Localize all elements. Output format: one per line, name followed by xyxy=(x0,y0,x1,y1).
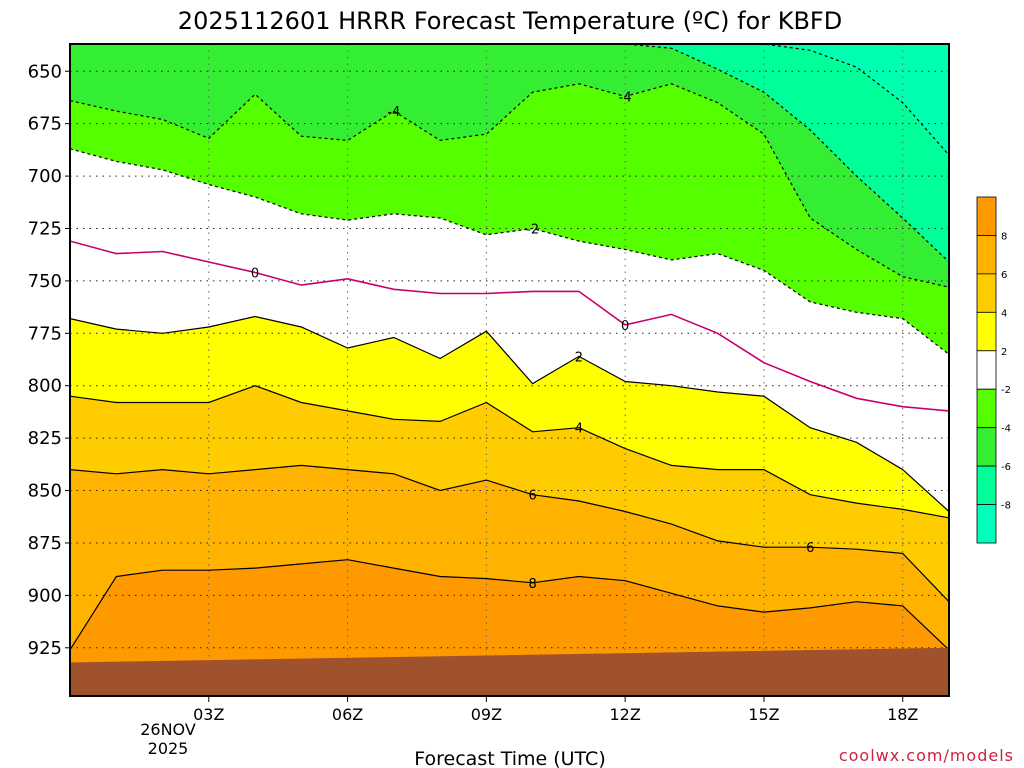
x-axis: 03Z 06Z 09Z 12Z 15Z 18Z xyxy=(193,696,918,724)
y-tick-label: 675 xyxy=(28,114,62,135)
band-below-minus8 xyxy=(70,44,949,156)
x-tick-label: 12Z xyxy=(609,705,640,724)
grid-lines xyxy=(70,44,949,696)
isotherm-label: 6 xyxy=(806,541,814,556)
legend-swatch xyxy=(976,465,997,505)
legend-swatch xyxy=(976,427,997,467)
isotherm-4 xyxy=(70,385,949,519)
y-tick-label: 900 xyxy=(28,585,62,606)
y-tick-label: 875 xyxy=(28,533,62,554)
y-tick-label: 775 xyxy=(28,323,62,344)
isotherm-minus2 xyxy=(70,148,949,355)
legend-swatch xyxy=(976,311,997,352)
legend-level-label: -4 xyxy=(1001,424,1011,435)
y-tick-label: 750 xyxy=(28,271,62,292)
isotherm-label: 4 xyxy=(575,422,583,437)
isotherm-minus4 xyxy=(70,83,949,288)
color-legend: 8 6 4 2 -2 -4 -6 -8 xyxy=(976,196,1011,544)
date-label-day: 26NOV xyxy=(140,720,196,739)
isotherm-label: 8 xyxy=(528,577,536,592)
legend-level-label: -6 xyxy=(1001,462,1011,473)
chart-title: 2025112601 HRRR Forecast Temperature (ºC… xyxy=(178,7,842,35)
x-tick-label: 09Z xyxy=(471,705,502,724)
legend-swatch xyxy=(976,504,997,544)
legend-level-label: 6 xyxy=(1001,270,1007,281)
legend-swatch xyxy=(976,235,997,275)
y-tick-label: 825 xyxy=(28,428,62,449)
ground-layer xyxy=(70,647,949,696)
legend-level-label: 4 xyxy=(1001,308,1007,319)
isotherm-8 xyxy=(70,559,949,651)
x-tick-label: 15Z xyxy=(748,705,779,724)
legend-swatch xyxy=(976,196,997,236)
y-tick-label: 925 xyxy=(28,638,62,659)
y-tick-label: 700 xyxy=(28,166,62,187)
isotherm-label: 0 xyxy=(621,319,629,334)
legend-swatch xyxy=(976,273,997,313)
x-tick-label: 03Z xyxy=(193,705,224,724)
isotherm-label: -2 xyxy=(526,222,539,237)
isotherm-labels: -4 -4 -2 0 0 2 4 6 6 8 xyxy=(251,90,814,592)
legend-swatch xyxy=(976,388,997,429)
plot-frame xyxy=(69,43,950,697)
y-tick-label: 650 xyxy=(28,61,62,82)
legend-level-label: -2 xyxy=(1001,385,1011,396)
isotherm-6 xyxy=(70,464,949,603)
credit-label: coolwx.com/models xyxy=(839,746,1014,765)
isotherm-2 xyxy=(70,315,949,512)
x-tick-label: 18Z xyxy=(887,705,918,724)
ground-surface xyxy=(70,647,949,696)
date-label-year: 2025 xyxy=(148,739,189,758)
isotherm-minus8 xyxy=(70,44,949,156)
legend-level-label: 2 xyxy=(1001,347,1007,358)
isotherm-label: 2 xyxy=(575,350,583,365)
x-tick-label: 06Z xyxy=(332,705,363,724)
isotherm-label: 0 xyxy=(251,267,259,282)
x-axis-label: Forecast Time (UTC) xyxy=(414,748,605,768)
isotherm-label: 6 xyxy=(528,489,536,504)
band-minus6-to-minus4 xyxy=(70,44,949,288)
y-tick-label: 725 xyxy=(28,218,62,239)
legend-level-label: 8 xyxy=(1001,231,1007,242)
legend-level-label: -8 xyxy=(1001,501,1011,512)
y-tick-label: 850 xyxy=(28,481,62,502)
isotherm-label: -4 xyxy=(619,90,632,105)
isotherm-lines xyxy=(70,44,949,651)
isotherm-0 xyxy=(70,240,949,412)
y-tick-label: 800 xyxy=(28,376,62,397)
legend-swatch xyxy=(976,350,997,390)
temperature-fills xyxy=(70,44,949,696)
y-axis: 650 675 700 725 750 775 800 825 850 875 900 925 xyxy=(28,61,70,659)
isotherm-label: -4 xyxy=(387,105,400,120)
